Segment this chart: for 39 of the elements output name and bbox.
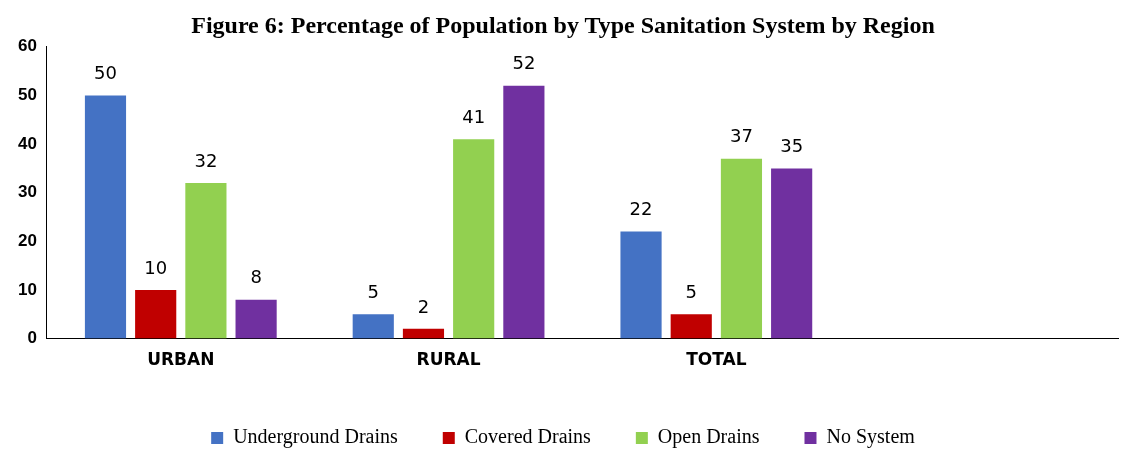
data-label: 22: [629, 198, 653, 220]
legend-label: No System: [826, 425, 916, 449]
legend-label: Underground Drains: [233, 425, 398, 449]
data-label: 2: [417, 295, 430, 317]
bar: [771, 168, 813, 339]
data-label: 10: [144, 256, 168, 278]
data-label: 41: [462, 105, 486, 127]
bar: [235, 299, 277, 339]
data-label: 5: [685, 280, 697, 302]
x-tick-label: URBAN: [147, 349, 215, 370]
legend-label: Open Drains: [657, 425, 760, 449]
data-label: 32: [194, 149, 218, 171]
bar: [352, 314, 394, 339]
data-label: 8: [250, 266, 262, 288]
y-tick-label: 0: [27, 328, 37, 348]
y-tick-label: 60: [17, 36, 37, 56]
bar: [670, 314, 712, 339]
data-label: 50: [94, 62, 117, 84]
bar: [402, 328, 445, 339]
y-tick-label: 40: [17, 133, 37, 153]
bar: [453, 139, 495, 339]
x-tick-label: TOTAL: [686, 349, 747, 370]
data-label: 37: [729, 125, 753, 147]
bar: [84, 95, 127, 339]
y-tick-label: 50: [17, 85, 37, 105]
bar: [720, 158, 763, 339]
y-tick-label: 30: [17, 182, 37, 202]
bar: [135, 289, 177, 339]
data-label: 5: [367, 280, 379, 302]
chart-title: Figure 6: Percentage of Population by Type Sanitation System by Region: [191, 11, 935, 38]
bar: [185, 182, 227, 339]
data-label: 52: [512, 52, 536, 74]
y-tick-label: 20: [17, 231, 37, 251]
legend-label: Covered Drains: [464, 425, 592, 448]
x-tick-label: RURAL: [416, 349, 481, 370]
data-label: 35: [780, 135, 804, 157]
y-tick-label: 10: [17, 279, 37, 299]
bar: [503, 85, 545, 339]
bar: [620, 231, 662, 339]
